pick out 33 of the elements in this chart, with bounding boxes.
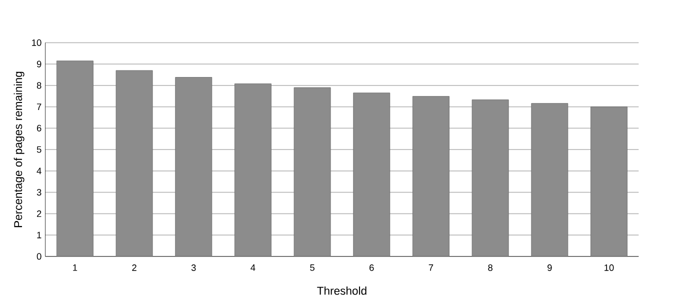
bar — [531, 103, 568, 257]
y-tick-label: 3 — [36, 189, 42, 196]
y-tick-label: 9 — [36, 60, 42, 68]
bar — [56, 60, 94, 257]
bar — [294, 87, 331, 257]
y-tick-label: 6 — [36, 125, 42, 132]
bar — [412, 96, 450, 257]
x-tick-label: 7 — [428, 264, 434, 271]
x-tick-label: 3 — [191, 264, 196, 272]
y-tick-label: 10 — [32, 40, 42, 46]
x-axis-title: Threshold — [317, 286, 366, 295]
x-tick-label: 10 — [604, 264, 614, 272]
y-tick-label: 7 — [36, 104, 42, 110]
x-tick-label: 1 — [73, 264, 78, 271]
x-tick-label: 9 — [548, 264, 552, 272]
y-tick-label: 1 — [37, 232, 42, 238]
x-tick-label: 5 — [310, 264, 314, 271]
y-tick-label: 0 — [36, 253, 42, 260]
x-tick-label: 6 — [370, 264, 374, 272]
y-tick-label: 8 — [36, 82, 42, 89]
y-tick-label: 4 — [36, 168, 42, 174]
bar — [353, 92, 390, 257]
bar — [175, 77, 212, 257]
x-tick-label: 2 — [132, 264, 136, 271]
bar — [116, 70, 153, 257]
bar — [472, 100, 509, 257]
bar — [234, 84, 272, 257]
bar — [590, 106, 628, 257]
x-tick-label: 8 — [488, 264, 492, 272]
y-tick-label: 5 — [36, 146, 42, 153]
y-tick-label: 2 — [36, 210, 42, 218]
x-tick-label: 4 — [250, 264, 256, 271]
y-axis-title: Percentage of pages remaining — [14, 72, 24, 228]
